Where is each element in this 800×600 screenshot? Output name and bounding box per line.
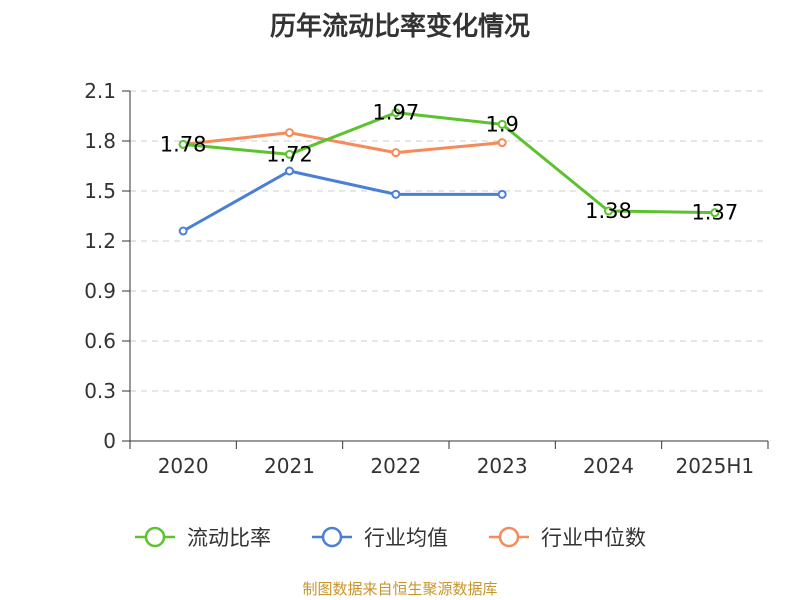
- legend-item[interactable]: 行业均值: [312, 526, 448, 550]
- series-line: [183, 111, 715, 215]
- x-tick-label: 2023: [477, 454, 528, 478]
- y-tick-label: 0.9: [84, 279, 116, 303]
- y-tick-label: 0: [103, 429, 116, 453]
- y-tick-label: 1.8: [84, 129, 116, 153]
- data-point[interactable]: [710, 208, 720, 218]
- data-label: 1.37: [691, 201, 738, 225]
- x-tick-label: 2020: [158, 454, 209, 478]
- y-tick-label: 1.2: [84, 229, 116, 253]
- x-tick-label: 2022: [370, 454, 421, 478]
- data-point[interactable]: [178, 139, 188, 149]
- data-label: 1.78: [160, 132, 207, 156]
- data-point[interactable]: [391, 189, 401, 199]
- data-point[interactable]: [391, 108, 401, 118]
- data-point[interactable]: [285, 166, 294, 176]
- x-tick-label: 2021: [264, 454, 315, 478]
- legend-label: 行业中位数: [541, 526, 646, 550]
- data-point[interactable]: [178, 226, 188, 236]
- legend-marker: [144, 526, 166, 548]
- legend-marker: [321, 526, 343, 548]
- x-tick-label: 2025H1: [675, 454, 754, 478]
- series-line: [182, 169, 503, 233]
- data-label: 1.38: [585, 199, 632, 223]
- data-point[interactable]: [391, 148, 401, 158]
- legend[interactable]: 流动比率 行业均值 行业中位数: [135, 526, 646, 550]
- source-note: 制图数据来自恒生聚源数据库: [302, 580, 498, 598]
- data-point[interactable]: [497, 138, 507, 148]
- data-point[interactable]: [285, 149, 294, 159]
- grid-lines: [130, 90, 768, 392]
- legend-item[interactable]: 流动比率: [135, 526, 271, 550]
- x-tick-label: 2024: [583, 454, 634, 478]
- legend-label: 流动比率: [187, 526, 271, 550]
- y-tick-label: 1.5: [84, 179, 116, 203]
- data-point[interactable]: [604, 206, 613, 216]
- axes: 0 0.3 0.6 0.9 1.2 1.5 1.8 2.1 2020 2021 2022 2023 20…: [84, 79, 769, 478]
- chart-title: 历年流动比率变化情况: [269, 12, 530, 42]
- data-label: 1.97: [372, 101, 419, 125]
- data-label: 1.9: [485, 112, 518, 136]
- legend-label: 行业均值: [364, 526, 448, 550]
- y-tick-label: 2.1: [84, 79, 116, 103]
- series-lines: [178, 108, 720, 236]
- data-label: 1.72: [266, 142, 313, 166]
- legend-item[interactable]: 行业中位数: [489, 526, 646, 550]
- legend-marker: [498, 526, 520, 548]
- data-labels: 1.78 1.72 1.97 1.9 1.38 1.37: [160, 101, 738, 225]
- data-point[interactable]: [497, 119, 507, 129]
- y-tick-label: 0.3: [84, 379, 116, 403]
- data-point[interactable]: [497, 189, 507, 199]
- y-tick-label: 0.6: [84, 329, 116, 353]
- series-line: [183, 131, 503, 155]
- data-point[interactable]: [285, 128, 294, 138]
